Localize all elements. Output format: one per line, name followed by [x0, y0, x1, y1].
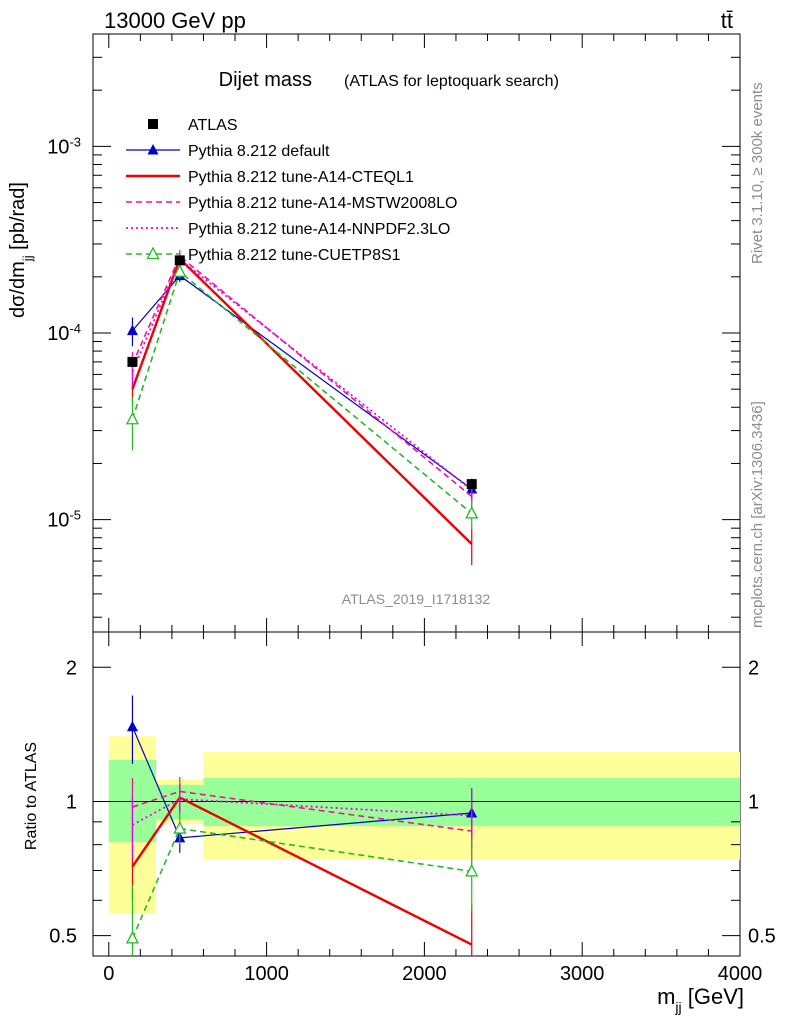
series-line-4	[131, 270, 473, 515]
atlas-data-point	[127, 356, 138, 367]
x-tick-label: 0	[103, 963, 114, 985]
ratio-series-group	[125, 695, 479, 956]
ratio-y-tick-label-right: 1	[748, 791, 759, 813]
main-series-group	[125, 250, 479, 566]
chart-subtitle: (ATLAS for leptoquark search)	[344, 73, 559, 90]
series-point-4	[125, 411, 140, 425]
x-tick-label: 4000	[718, 963, 763, 985]
legend-marker-0	[148, 119, 158, 129]
ratio-y-tick-label-right: 0.5	[748, 926, 776, 948]
main-y-axis-label: dσ/dmjj [pb/rad]	[7, 182, 35, 318]
main-y-tick-label: 10-4	[47, 321, 81, 346]
ratio-y-tick-label-left: 1	[66, 791, 77, 813]
legend-label-1: Pythia 8.212 default	[188, 143, 330, 160]
legend-marker-1	[147, 144, 159, 155]
ratio-uncertainty-bands	[108, 736, 741, 914]
ratio-point-4	[465, 863, 479, 877]
main-axes: 10-5 10-4 10-3	[47, 33, 741, 632]
rivet-version-label: Rivet 3.1.10, ≥ 300k events	[749, 82, 766, 264]
header-beam-label: 13000 GeV pp	[104, 8, 246, 33]
chart-title: Dijet mass	[219, 69, 312, 91]
atlas-data-point	[466, 479, 477, 490]
main-y-tick-label: 10-5	[47, 507, 81, 532]
x-tick-label: 2000	[402, 963, 447, 985]
main-y-tick-label: 10-3	[47, 134, 81, 159]
series-point-4	[173, 264, 187, 277]
x-tick-label: 1000	[244, 963, 289, 985]
x-axis-label: mjj [GeV]	[657, 984, 744, 1015]
ratio-y-axis-label: Ratio to ATLAS	[23, 742, 40, 850]
ratio-y-tick-label-right: 2	[748, 657, 759, 679]
atlas-data-point	[174, 255, 185, 266]
series-point-4	[465, 505, 479, 519]
ratio-point-4	[173, 821, 187, 834]
x-tick-label: 3000	[560, 963, 605, 985]
legend-label-5: Pythia 8.212 tune-CUETP8S1	[188, 247, 401, 264]
legend-label-4: Pythia 8.212 tune-A14-NNPDF2.3LO	[188, 221, 450, 238]
series-line-1	[131, 256, 473, 545]
ratio-point-0	[126, 720, 138, 732]
ratio-axes: 0 1000 2000 3000 4000 0.5 0.5 1 1 2 2	[49, 632, 776, 985]
series-point-0	[126, 324, 138, 336]
legend: ATLAS Pythia 8.212 default Pythia 8.212 tu…	[126, 117, 457, 264]
analysis-watermark: ATLAS_2019_I1718132	[342, 591, 491, 607]
header-process-label: tt̄	[721, 8, 733, 33]
legend-label-2: Pythia 8.212 tune-A14-CTEQL1	[188, 169, 414, 186]
mcplots-credit-label: mcplots.cern.ch [arXiv:1306.3436]	[749, 401, 766, 628]
ratio-y-tick-label-left: 2	[66, 657, 77, 679]
series-line-0	[131, 274, 473, 490]
series-line-2	[131, 254, 473, 498]
ratio-y-tick-label-left: 0.5	[49, 926, 77, 948]
legend-label-0: ATLAS	[188, 117, 238, 134]
legend-marker-5	[146, 246, 160, 260]
legend-label-3: Pythia 8.212 tune-A14-MSTW2008LO	[188, 195, 457, 212]
ratio-point-4	[125, 930, 140, 944]
